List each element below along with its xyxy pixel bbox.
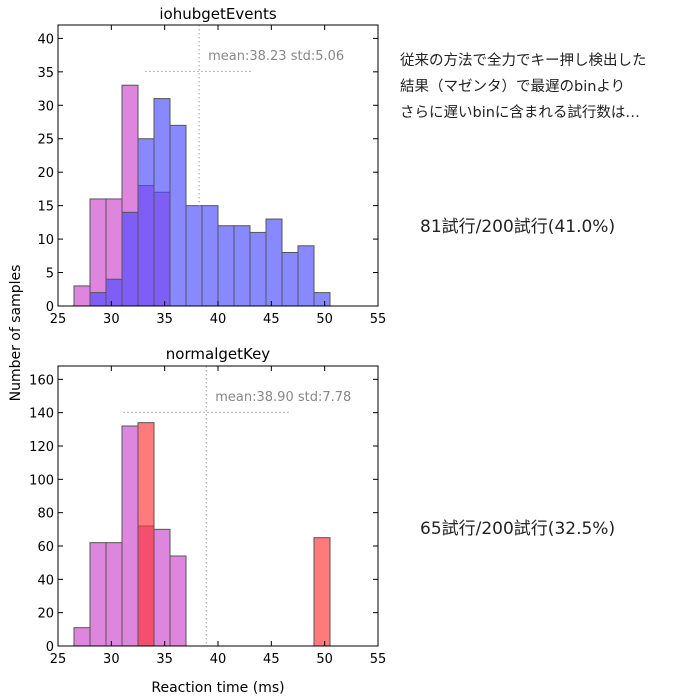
mean-std-annotation: mean:38.23 std:5.06 (208, 49, 344, 64)
y-tick-label: 120 (29, 440, 54, 455)
x-tick-label: 35 (156, 312, 173, 327)
bar-iohub-13 (297, 245, 315, 307)
bar-iohub-7 (201, 205, 219, 307)
x-tick-label: 25 (50, 312, 67, 327)
x-tick-label: 55 (370, 312, 387, 327)
caption: 従来の方法で全力でキー押し検出した 結果（マゼンタ）で最遅のbinより さらに遅… (400, 48, 700, 126)
x-tick-label: 30 (103, 652, 120, 667)
x-tick-label: 45 (263, 652, 280, 667)
histogram-normalgetkey: normalgetKey mean:38.90 std:7.78 25 30 35 40 4… (29, 345, 386, 667)
y-tick-label: 140 (29, 407, 54, 422)
bar-iohub-14 (313, 292, 331, 307)
x-axis-label: Reaction time (ms) (151, 680, 284, 696)
bar-iohub-0 (89, 292, 107, 307)
bar-iohub-9 (233, 225, 251, 307)
bar-conventional-0 (73, 627, 91, 647)
bar-iohub-4 (153, 98, 171, 307)
y-tick-label: 20 (37, 607, 54, 622)
y-tick-label: 80 (37, 507, 54, 522)
caption-line-1: 従来の方法で全力でキー押し検出した (400, 53, 647, 69)
bar-normal-1 (313, 537, 331, 647)
bar-iohub-6 (185, 205, 203, 307)
bar-conventional-6 (169, 555, 187, 647)
chart-title: normalgetKey (166, 345, 271, 363)
bar-conventional-1 (89, 542, 107, 647)
bar-iohub-2 (121, 211, 139, 307)
y-tick-label: 20 (37, 166, 54, 181)
y-tick-label: 0 (46, 640, 54, 655)
bar-normal-0 (137, 422, 155, 647)
result-top: 81試行/200試行(41.0%) (420, 217, 616, 237)
x-tick-label: 55 (370, 652, 387, 667)
y-tick-label: 30 (37, 99, 54, 114)
y-tick-label: 25 (37, 133, 54, 148)
x-tick-label: 30 (103, 312, 120, 327)
y-axis-label: Number of samples (8, 265, 24, 402)
x-tick-label: 40 (210, 312, 227, 327)
x-tick-label: 50 (316, 312, 333, 327)
bar-conventional-1 (89, 198, 107, 307)
bar-iohub-8 (217, 225, 235, 307)
x-tick-label: 35 (156, 652, 173, 667)
y-tick-label: 100 (29, 473, 54, 488)
x-tick-label: 45 (263, 312, 280, 327)
y-tick-label: 0 (46, 300, 54, 315)
y-tick-label: 40 (37, 32, 54, 47)
caption-line-2: 結果（マゼンタ）で最遅のbinより (400, 79, 626, 95)
y-tick-label: 40 (37, 573, 54, 588)
bar-iohub-1 (105, 278, 123, 307)
histogram-iohubgetevents: iohubgetEvents mean:38.23 std:5.06 25 30 35 4… (37, 5, 386, 327)
bar-iohub-11 (265, 218, 283, 307)
y-tick-label: 15 (37, 200, 54, 215)
bar-conventional-3 (121, 425, 139, 647)
bar-conventional-0 (73, 285, 91, 307)
y-tick-label: 10 (37, 233, 54, 248)
y-tick-label: 60 (37, 540, 54, 555)
mean-std-annotation: mean:38.90 std:7.78 (215, 390, 351, 405)
y-tick-label: 35 (37, 66, 54, 81)
result-bottom: 65試行/200試行(32.5%) (420, 519, 616, 539)
y-tick-label: 160 (29, 373, 54, 388)
y-tick-label: 5 (46, 267, 54, 282)
chart-title: iohubgetEvents (159, 5, 276, 23)
x-tick-label: 40 (210, 652, 227, 667)
bar-iohub-10 (249, 231, 267, 307)
bar-iohub-5 (169, 124, 187, 307)
bar-conventional-2 (105, 542, 123, 647)
bar-iohub-12 (281, 251, 299, 307)
caption-line-3: さらに遅いbinに含まれる試行数は… (400, 105, 640, 121)
x-tick-label: 50 (316, 652, 333, 667)
bar-iohub-3 (137, 138, 155, 307)
bar-conventional-5 (153, 528, 171, 647)
x-tick-label: 25 (50, 652, 67, 667)
